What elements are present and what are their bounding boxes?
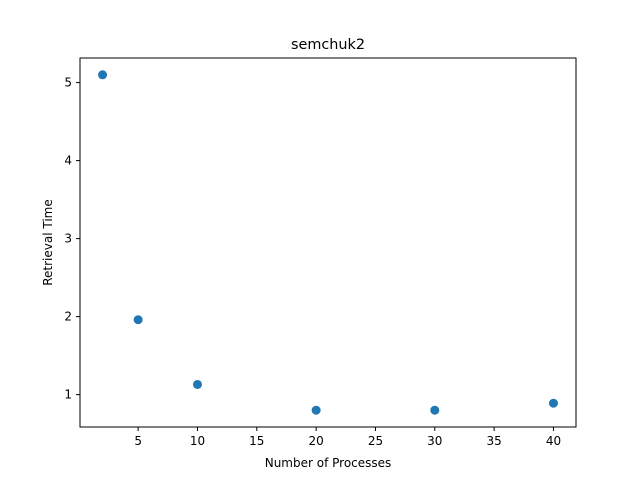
y-tick-label: 1	[64, 388, 72, 402]
y-tick-label: 3	[64, 232, 72, 246]
x-tick-label: 40	[546, 434, 561, 448]
y-axis-ticks: 1 2 3 4 5	[64, 76, 80, 402]
x-tick-label: 5	[134, 434, 142, 448]
data-point	[311, 405, 321, 415]
chart-title: semchuk2	[291, 37, 365, 53]
y-tick-label: 4	[64, 154, 72, 168]
plot-frame	[79, 57, 577, 428]
x-tick-label: 35	[486, 434, 501, 448]
data-point	[192, 379, 202, 389]
y-tick-label: 2	[64, 310, 72, 324]
x-tick-label: 30	[427, 434, 442, 448]
data-point	[548, 398, 558, 408]
x-axis-ticks: 5 10 15 20 25 30 35 40	[134, 427, 561, 448]
y-axis-label: Retrieval Time	[41, 199, 55, 286]
data-point	[133, 315, 143, 325]
x-axis-label: Number of Processes	[265, 456, 392, 470]
data-points	[98, 70, 558, 415]
x-tick-label: 10	[190, 434, 205, 448]
data-point	[430, 405, 440, 415]
x-tick-label: 15	[249, 434, 264, 448]
x-tick-label: 25	[368, 434, 383, 448]
x-tick-label: 20	[308, 434, 323, 448]
data-point	[98, 70, 108, 80]
y-tick-label: 5	[64, 76, 72, 90]
